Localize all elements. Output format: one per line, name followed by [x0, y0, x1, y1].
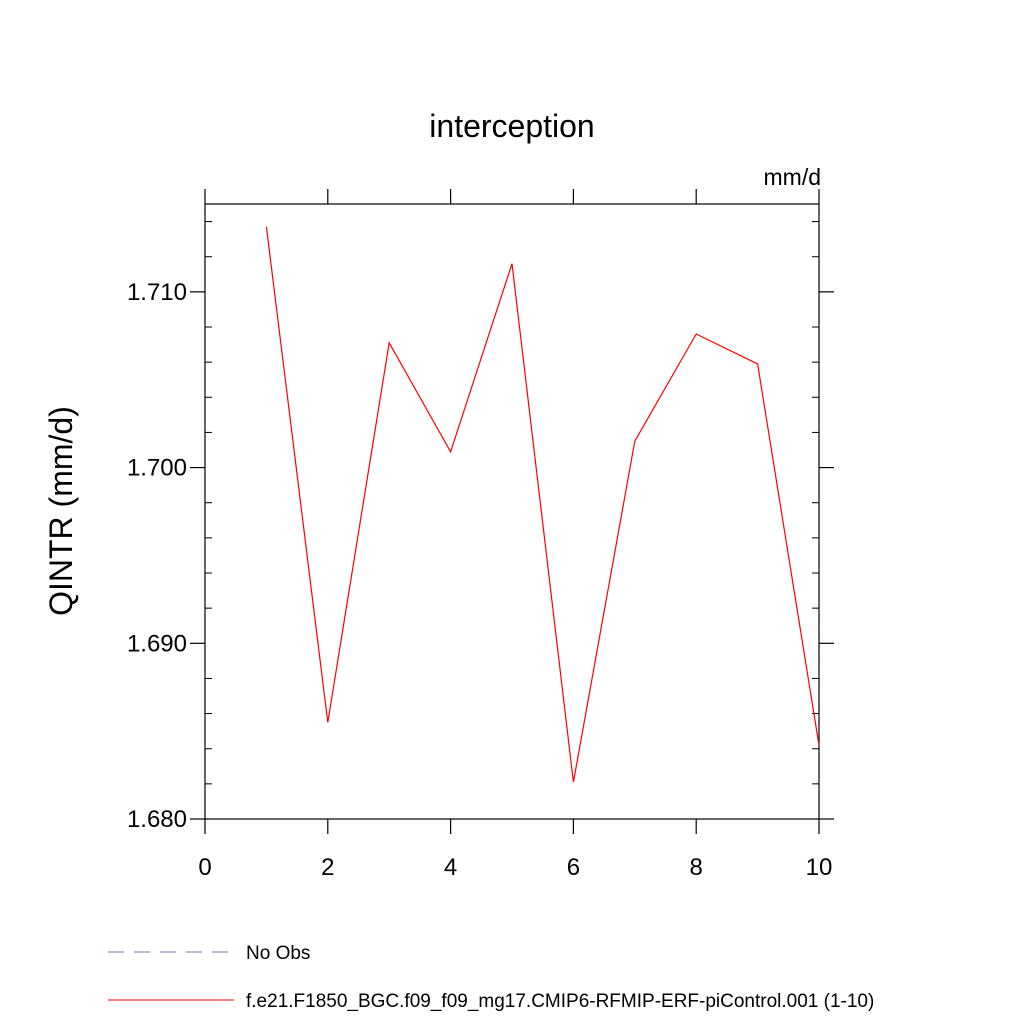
- legend: No Obs f.e21.F1850_BGC.f09_f09_mg17.CMIP6…: [108, 943, 874, 1012]
- axis-ticks: [190, 189, 834, 834]
- units-label: mm/d: [764, 164, 822, 190]
- x-tick-label: 10: [806, 854, 833, 881]
- series-layer: [265, 226, 820, 783]
- x-tick-label: 2: [321, 854, 334, 881]
- y-axis-label: QINTR (mm/d): [43, 406, 79, 616]
- y-tick-label: 1.710: [127, 279, 187, 306]
- y-tick-label: 1.700: [127, 455, 187, 482]
- plot-frame: [204, 203, 820, 820]
- x-tick-label: 0: [198, 854, 211, 881]
- legend-label: No Obs: [246, 943, 310, 964]
- y-tick-label: 1.690: [127, 630, 187, 657]
- y-tick-label: 1.680: [127, 806, 187, 833]
- x-tick-label: 8: [690, 854, 703, 881]
- axis-tick-labels: 0 2 4 6 8 10 1.680 1.690 1.700 1.710: [127, 279, 832, 881]
- legend-label: f.e21.F1850_BGC.f09_f09_mg17.CMIP6-RFMIP…: [246, 991, 874, 1012]
- chart-title: interception: [429, 108, 594, 144]
- series-line: [265, 226, 820, 783]
- x-tick-label: 4: [444, 854, 457, 881]
- x-tick-label: 6: [567, 854, 580, 881]
